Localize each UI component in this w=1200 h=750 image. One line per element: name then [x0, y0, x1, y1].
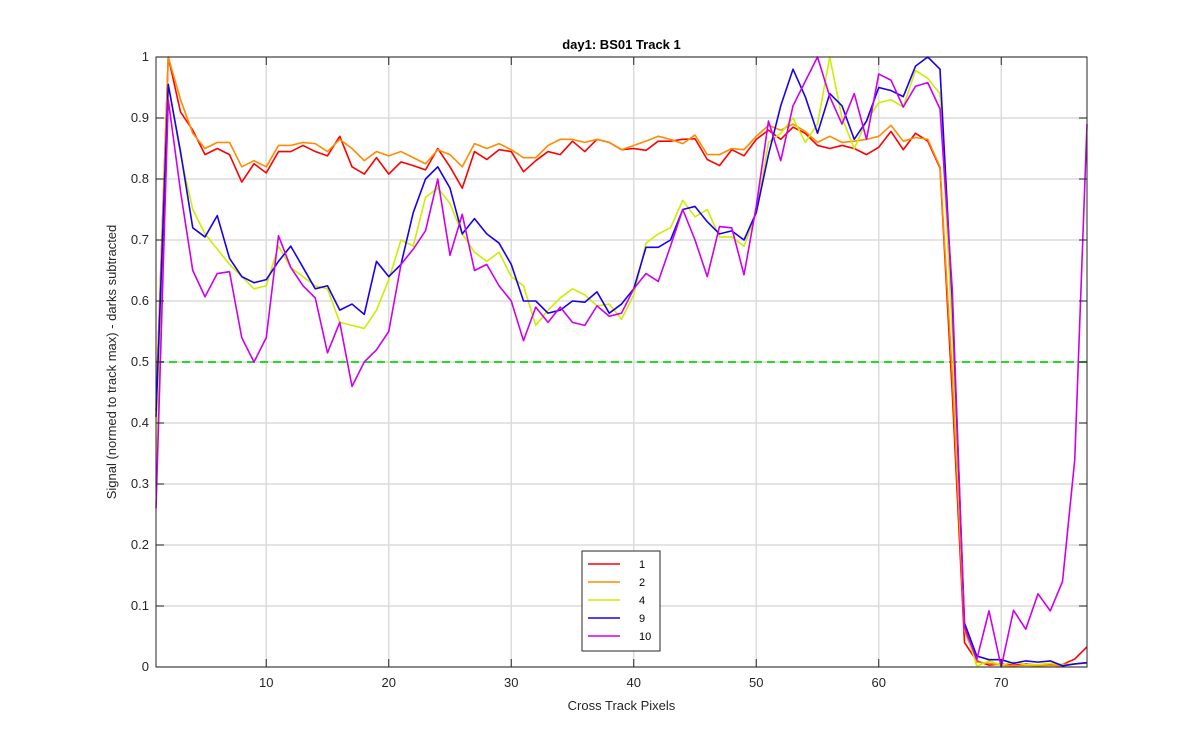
y-tick-label: 1	[142, 49, 149, 64]
y-tick-label: 0.6	[131, 293, 149, 308]
x-tick-label: 10	[259, 675, 273, 690]
legend-label: 9	[639, 613, 645, 625]
x-tick-label: 20	[382, 675, 396, 690]
y-tick-label: 0.1	[131, 598, 149, 613]
x-axis-label: Cross Track Pixels	[568, 698, 676, 713]
y-tick-label: 0	[142, 659, 149, 674]
y-axis-label: Signal (normed to track max) - darks sub…	[104, 225, 119, 500]
y-tick-label: 0.4	[131, 415, 149, 430]
x-tick-label: 30	[504, 675, 518, 690]
legend-label: 2	[639, 577, 645, 589]
y-tick-label: 0.5	[131, 354, 149, 369]
y-tick-label: 0.9	[131, 110, 149, 125]
x-tick-label: 50	[749, 675, 763, 690]
legend-label: 10	[639, 631, 651, 643]
y-tick-label: 0.2	[131, 537, 149, 552]
series-line-9	[155, 56, 1088, 667]
series-group	[155, 56, 1088, 668]
chart-title: day1: BS01 Track 1	[562, 37, 681, 52]
x-tick-label: 60	[872, 675, 886, 690]
series-line-10	[155, 56, 1088, 668]
series-line-2	[155, 56, 1088, 667]
axis-ticks: 10 20 30 40 50 60 70 0 0.1 0.2 0.3 0.4 0.5 0.6 0.7 0.8 0…	[131, 49, 1087, 690]
y-tick-label: 0.7	[131, 232, 149, 247]
legend: 1 2 4 9 10	[581, 550, 661, 652]
y-tick-label: 0.8	[131, 171, 149, 186]
y-tick-label: 0.3	[131, 476, 149, 491]
x-tick-label: 70	[994, 675, 1008, 690]
legend-label: 1	[639, 559, 645, 571]
x-tick-label: 40	[627, 675, 641, 690]
legend-box	[581, 550, 661, 652]
legend-label: 4	[639, 595, 645, 607]
